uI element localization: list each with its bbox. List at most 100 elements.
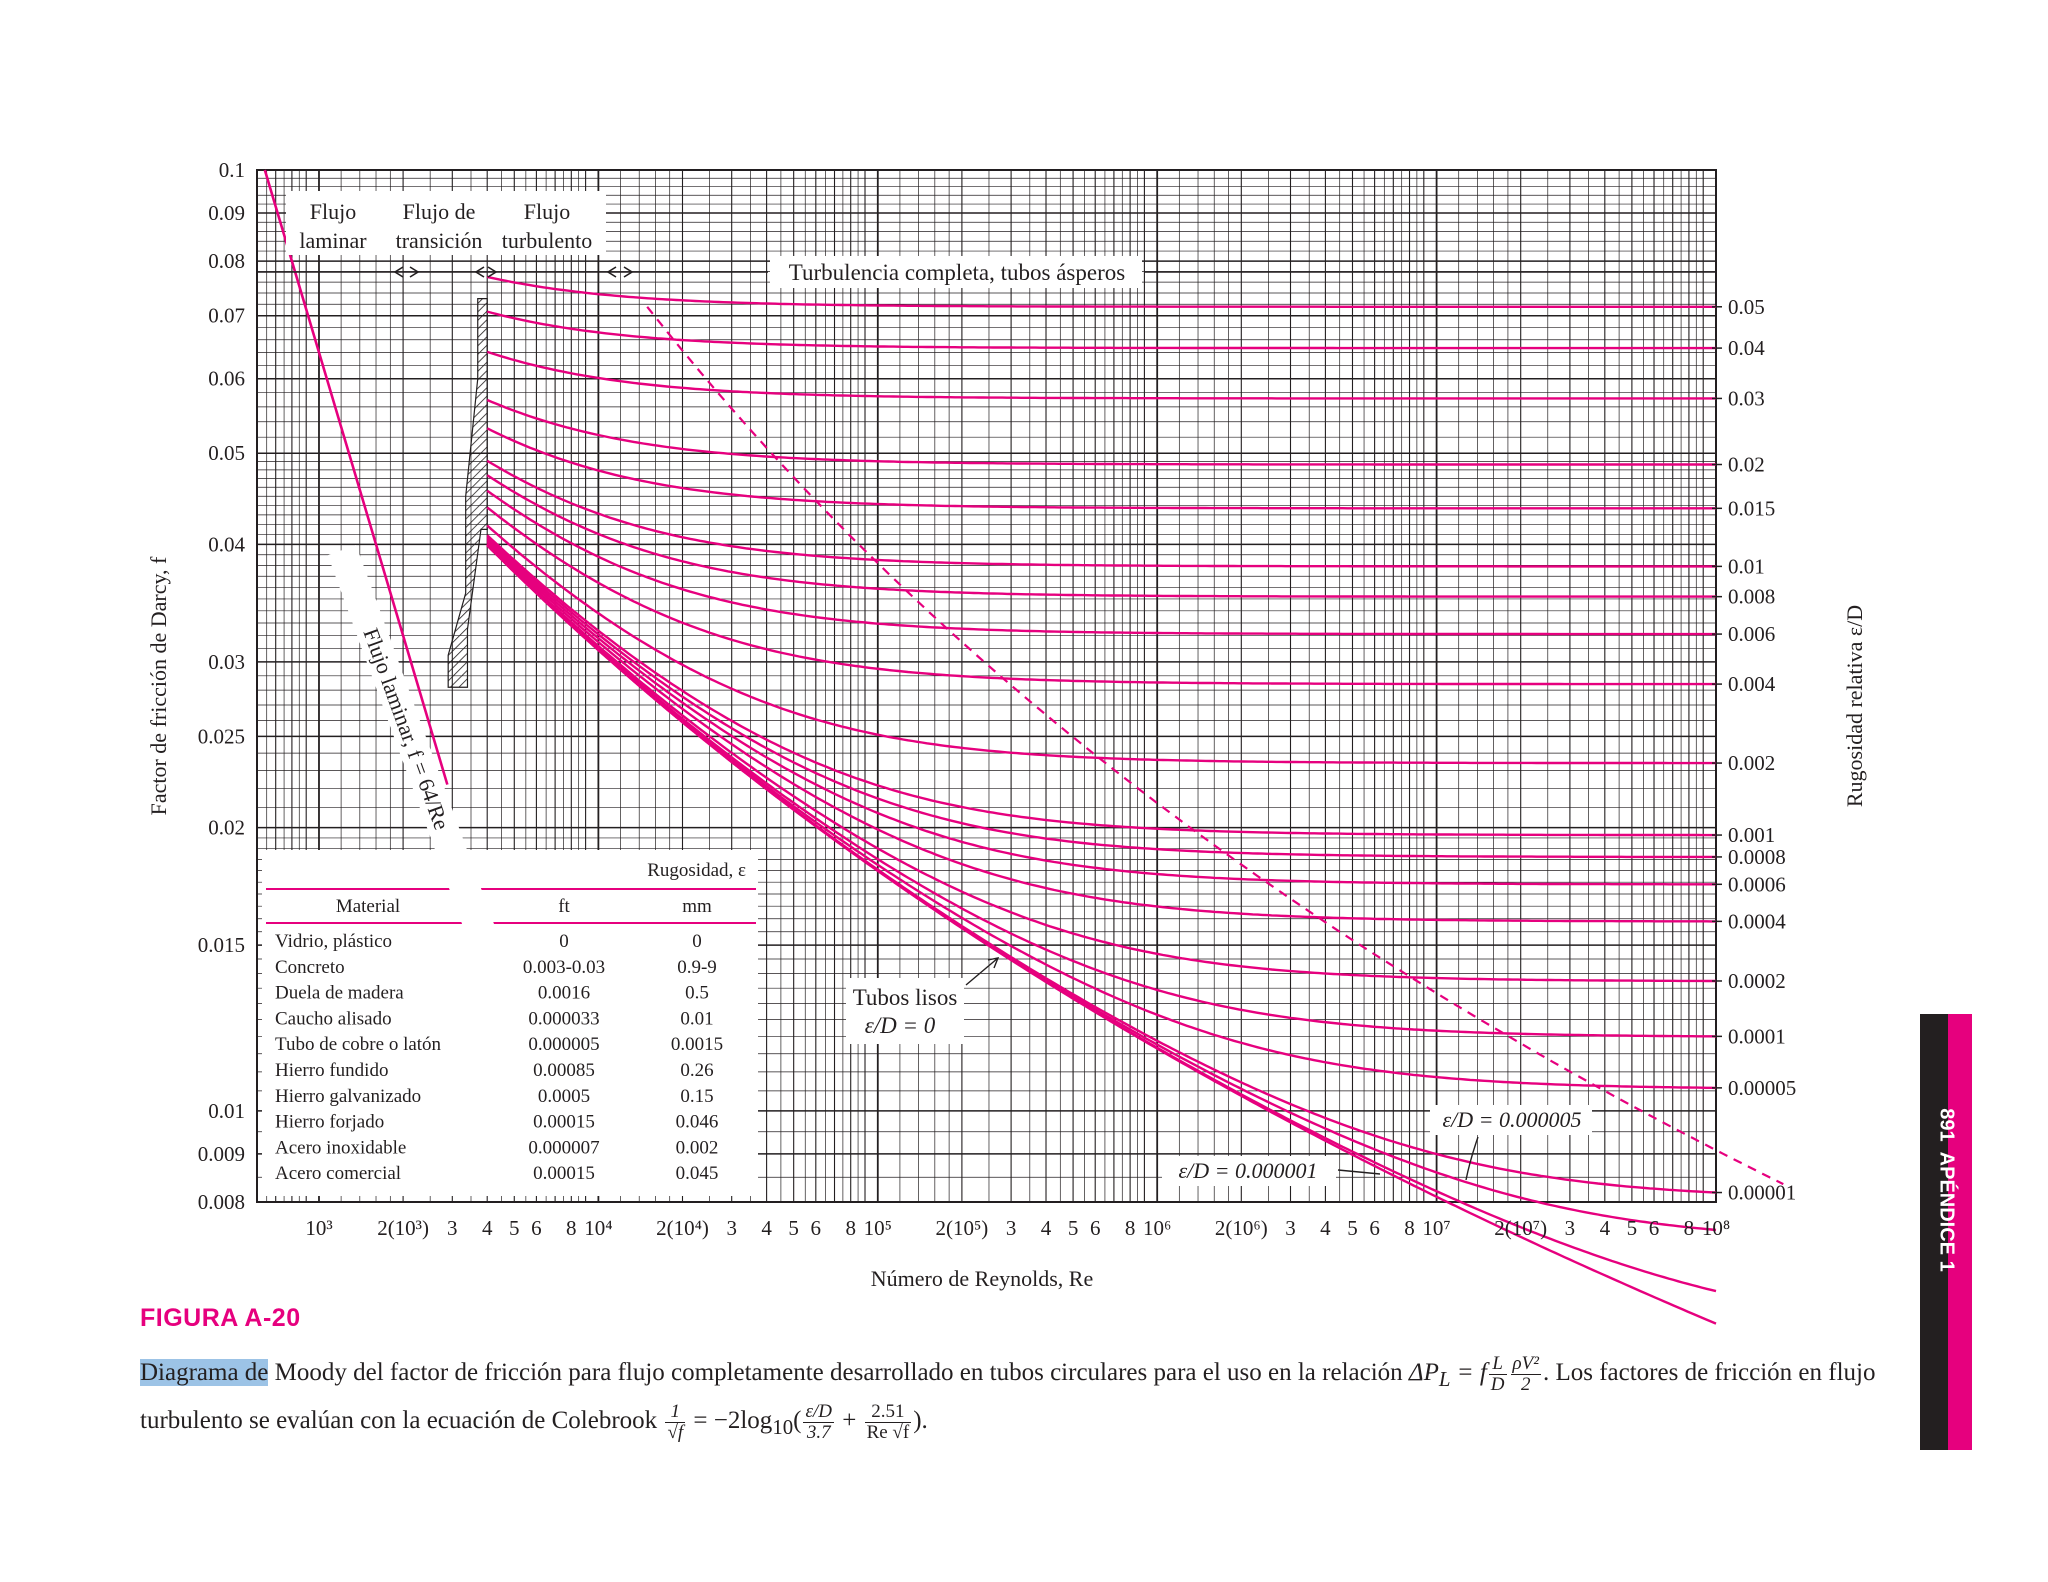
y-tick-label: 0.05 <box>208 441 245 465</box>
ed1-arrow <box>1337 1169 1381 1175</box>
table-cell-mm: 0.002 <box>676 1137 719 1158</box>
table-col-header: ft <box>558 896 570 917</box>
table-cell-material: Hierro galvanizado <box>275 1086 421 1107</box>
caption-eq2-close: ). <box>913 1407 928 1434</box>
ed1-label-bg <box>1162 1156 1336 1186</box>
x-axis-title: Número de Reynolds, Re <box>871 1266 1093 1291</box>
caption-frac-ed37: ε/D 3.7 <box>803 1400 834 1443</box>
y-tick-label: 0.1 <box>219 158 245 182</box>
ed5-label-bg <box>1430 1105 1592 1135</box>
side-tab-text: 891 APÉNDICE 1 <box>1935 1108 1958 1271</box>
roughness-label: 0.001 <box>1728 823 1775 847</box>
x-tick-label: 8 <box>1125 1216 1136 1240</box>
region-arrowhead <box>606 266 617 278</box>
x-tick-label: 10⁴ <box>584 1216 612 1240</box>
roughness-curve <box>486 459 1716 568</box>
table-cell-mm: 0 <box>692 931 702 952</box>
roughness-label: 0.00001 <box>1728 1181 1796 1205</box>
y-tick-label: 0.025 <box>198 724 245 748</box>
roughness-label: 0.0001 <box>1728 1024 1786 1048</box>
table-cell-mm: 0.046 <box>676 1112 719 1133</box>
table-cell-ft: 0.0016 <box>538 983 590 1004</box>
table-cell-mm: 0.26 <box>680 1060 713 1081</box>
x-tick-label: 8 <box>845 1216 856 1240</box>
x-tick-label: 4 <box>1320 1216 1331 1240</box>
table-cell-material: Hierro fundido <box>275 1060 388 1081</box>
x-tick-label: 5 <box>788 1216 799 1240</box>
table-cell-material: Tubo de cobre o latón <box>275 1034 442 1055</box>
x-tick-label: 2(10⁷) <box>1494 1216 1547 1240</box>
table-cell-mm: 0.5 <box>685 983 709 1004</box>
table-cell-mm: 0.9-9 <box>677 957 717 978</box>
caption-eq2-open: ( <box>793 1407 802 1434</box>
x-tick-label: 8 <box>1404 1216 1415 1240</box>
x-tick-label: 3 <box>1006 1216 1017 1240</box>
labels: 0.10.090.080.070.060.050.040.030.0250.02… <box>146 158 1867 1291</box>
roughness-curve <box>486 310 1716 350</box>
table-cell-ft: 0.00085 <box>533 1060 595 1081</box>
x-tick-label: 10⁵ <box>864 1216 892 1240</box>
roughness-curve <box>486 506 1716 686</box>
complete-turbulence-line <box>646 306 1784 1186</box>
x-tick-label: 2(10⁶) <box>1215 1216 1268 1240</box>
x-tick-label: 3 <box>1285 1216 1296 1240</box>
table-cell-material: Caucho alisado <box>275 1008 392 1029</box>
table-cell-ft: 0.0005 <box>538 1086 590 1107</box>
y-tick-label: 0.06 <box>208 367 245 391</box>
roughness-table: Rugosidad, ε Material ft mm Vidrio, plástico… <box>262 850 758 1196</box>
caption-frac-1sqrtf: 1 √f <box>665 1400 686 1443</box>
table-cell-material: Concreto <box>275 957 345 978</box>
region-transition-1: Flujo de <box>403 199 476 224</box>
y-tick-label: 0.09 <box>208 201 245 225</box>
table-col-header: mm <box>682 896 712 917</box>
page-number: 891 <box>1935 1108 1958 1142</box>
table-col-header: Material <box>336 896 400 917</box>
roughness-curve <box>486 538 1716 886</box>
caption-eq1-a: ΔP <box>1408 1359 1439 1386</box>
region-arrowhead <box>474 266 485 278</box>
roughness-label: 0.0004 <box>1728 909 1786 933</box>
caption-text-1: Moody del factor de fricción para flujo … <box>268 1359 1409 1386</box>
x-tick-label: 10⁸ <box>1702 1216 1730 1240</box>
table-cell-ft: 0.000005 <box>528 1034 599 1055</box>
x-tick-label: 6 <box>1369 1216 1380 1240</box>
table-cell-mm: 0.045 <box>676 1163 719 1184</box>
x-tick-label: 4 <box>482 1216 493 1240</box>
table-cell-ft: 0.00015 <box>533 1163 595 1184</box>
roughness-label: 0.0006 <box>1728 872 1786 896</box>
table-cell-ft: 0.000033 <box>528 1008 599 1029</box>
y-tick-label: 0.01 <box>208 1099 245 1123</box>
x-tick-label: 6 <box>811 1216 822 1240</box>
caption-eq1-sub: L <box>1438 1367 1451 1391</box>
region-arrowhead <box>623 266 634 278</box>
x-tick-label: 3 <box>447 1216 458 1240</box>
caption-frac-rhov2: ρV² 2 <box>1510 1352 1541 1395</box>
roughness-curve <box>486 524 1716 765</box>
roughness-label: 0.0002 <box>1728 969 1786 993</box>
x-tick-label: 6 <box>531 1216 542 1240</box>
transition-hatch <box>447 297 488 688</box>
y-tick-label: 0.07 <box>208 304 245 328</box>
ed5-arrow <box>1465 1136 1479 1181</box>
table-cell-material: Duela de madera <box>275 983 404 1004</box>
table-cell-material: Acero comercial <box>275 1163 401 1184</box>
table-cell-mm: 0.01 <box>680 1008 713 1029</box>
x-tick-label: 5 <box>1347 1216 1358 1240</box>
smooth-label-1: Tubos lisos <box>853 985 958 1010</box>
side-tab-black <box>1920 1014 1948 1450</box>
table-cell-mm: 0.0015 <box>671 1034 723 1055</box>
roughness-curve <box>486 540 1716 923</box>
roughness-label: 0.00005 <box>1728 1076 1796 1100</box>
caption-eq1-b: = f <box>1450 1359 1487 1386</box>
table-cell-material: Hierro forjado <box>275 1112 384 1133</box>
y-tick-label: 0.009 <box>198 1142 245 1166</box>
caption-highlight: Diagrama de <box>140 1359 269 1386</box>
y-tick-label: 0.03 <box>208 650 245 674</box>
smooth-curve <box>486 544 1717 1325</box>
complete-turbulence-label: Turbulencia completa, tubos ásperos <box>789 260 1125 285</box>
caption-frac-251: 2.51 Re √f <box>864 1400 912 1443</box>
roughness-label: 0.008 <box>1728 585 1775 609</box>
x-tick-label: 10³ <box>305 1216 332 1240</box>
roughness-label: 0.006 <box>1728 622 1775 646</box>
